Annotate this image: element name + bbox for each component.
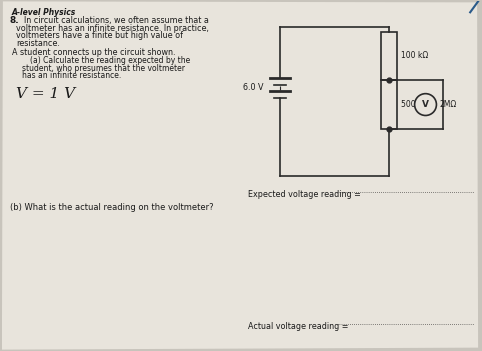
- Text: Expected voltage reading =: Expected voltage reading =: [248, 190, 361, 199]
- Text: A-level Physics: A-level Physics: [12, 8, 76, 17]
- Text: V = 1 V: V = 1 V: [16, 87, 75, 101]
- Text: has an infinite resistance.: has an infinite resistance.: [22, 71, 121, 80]
- Text: (b) What is the actual reading on the voltmeter?: (b) What is the actual reading on the vo…: [10, 203, 214, 212]
- Circle shape: [415, 94, 436, 115]
- Text: 100 kΩ: 100 kΩ: [401, 52, 428, 60]
- Text: 6.0 V: 6.0 V: [243, 83, 264, 92]
- Text: voltmeter has an infinite resistance. In practice,: voltmeter has an infinite resistance. In…: [16, 24, 209, 33]
- Text: Actual voltage reading =: Actual voltage reading =: [248, 322, 348, 331]
- Bar: [381, 80, 397, 130]
- Text: voltmeters have a finite but high value of: voltmeters have a finite but high value …: [16, 31, 183, 40]
- Bar: [381, 32, 397, 80]
- Text: student, who presumes that the voltmeter: student, who presumes that the voltmeter: [22, 64, 185, 73]
- Text: 8.: 8.: [10, 16, 19, 25]
- Text: resistance.: resistance.: [16, 39, 60, 48]
- Text: V: V: [422, 100, 429, 109]
- Text: 2MΩ: 2MΩ: [440, 100, 456, 109]
- Text: A student connects up the circuit shown.: A student connects up the circuit shown.: [12, 47, 175, 57]
- Text: In circuit calculations, we often assume that a: In circuit calculations, we often assume…: [24, 16, 209, 25]
- Text: (a) Calculate the reading expected by the: (a) Calculate the reading expected by th…: [30, 57, 190, 65]
- Text: 500 kΩ: 500 kΩ: [401, 100, 428, 109]
